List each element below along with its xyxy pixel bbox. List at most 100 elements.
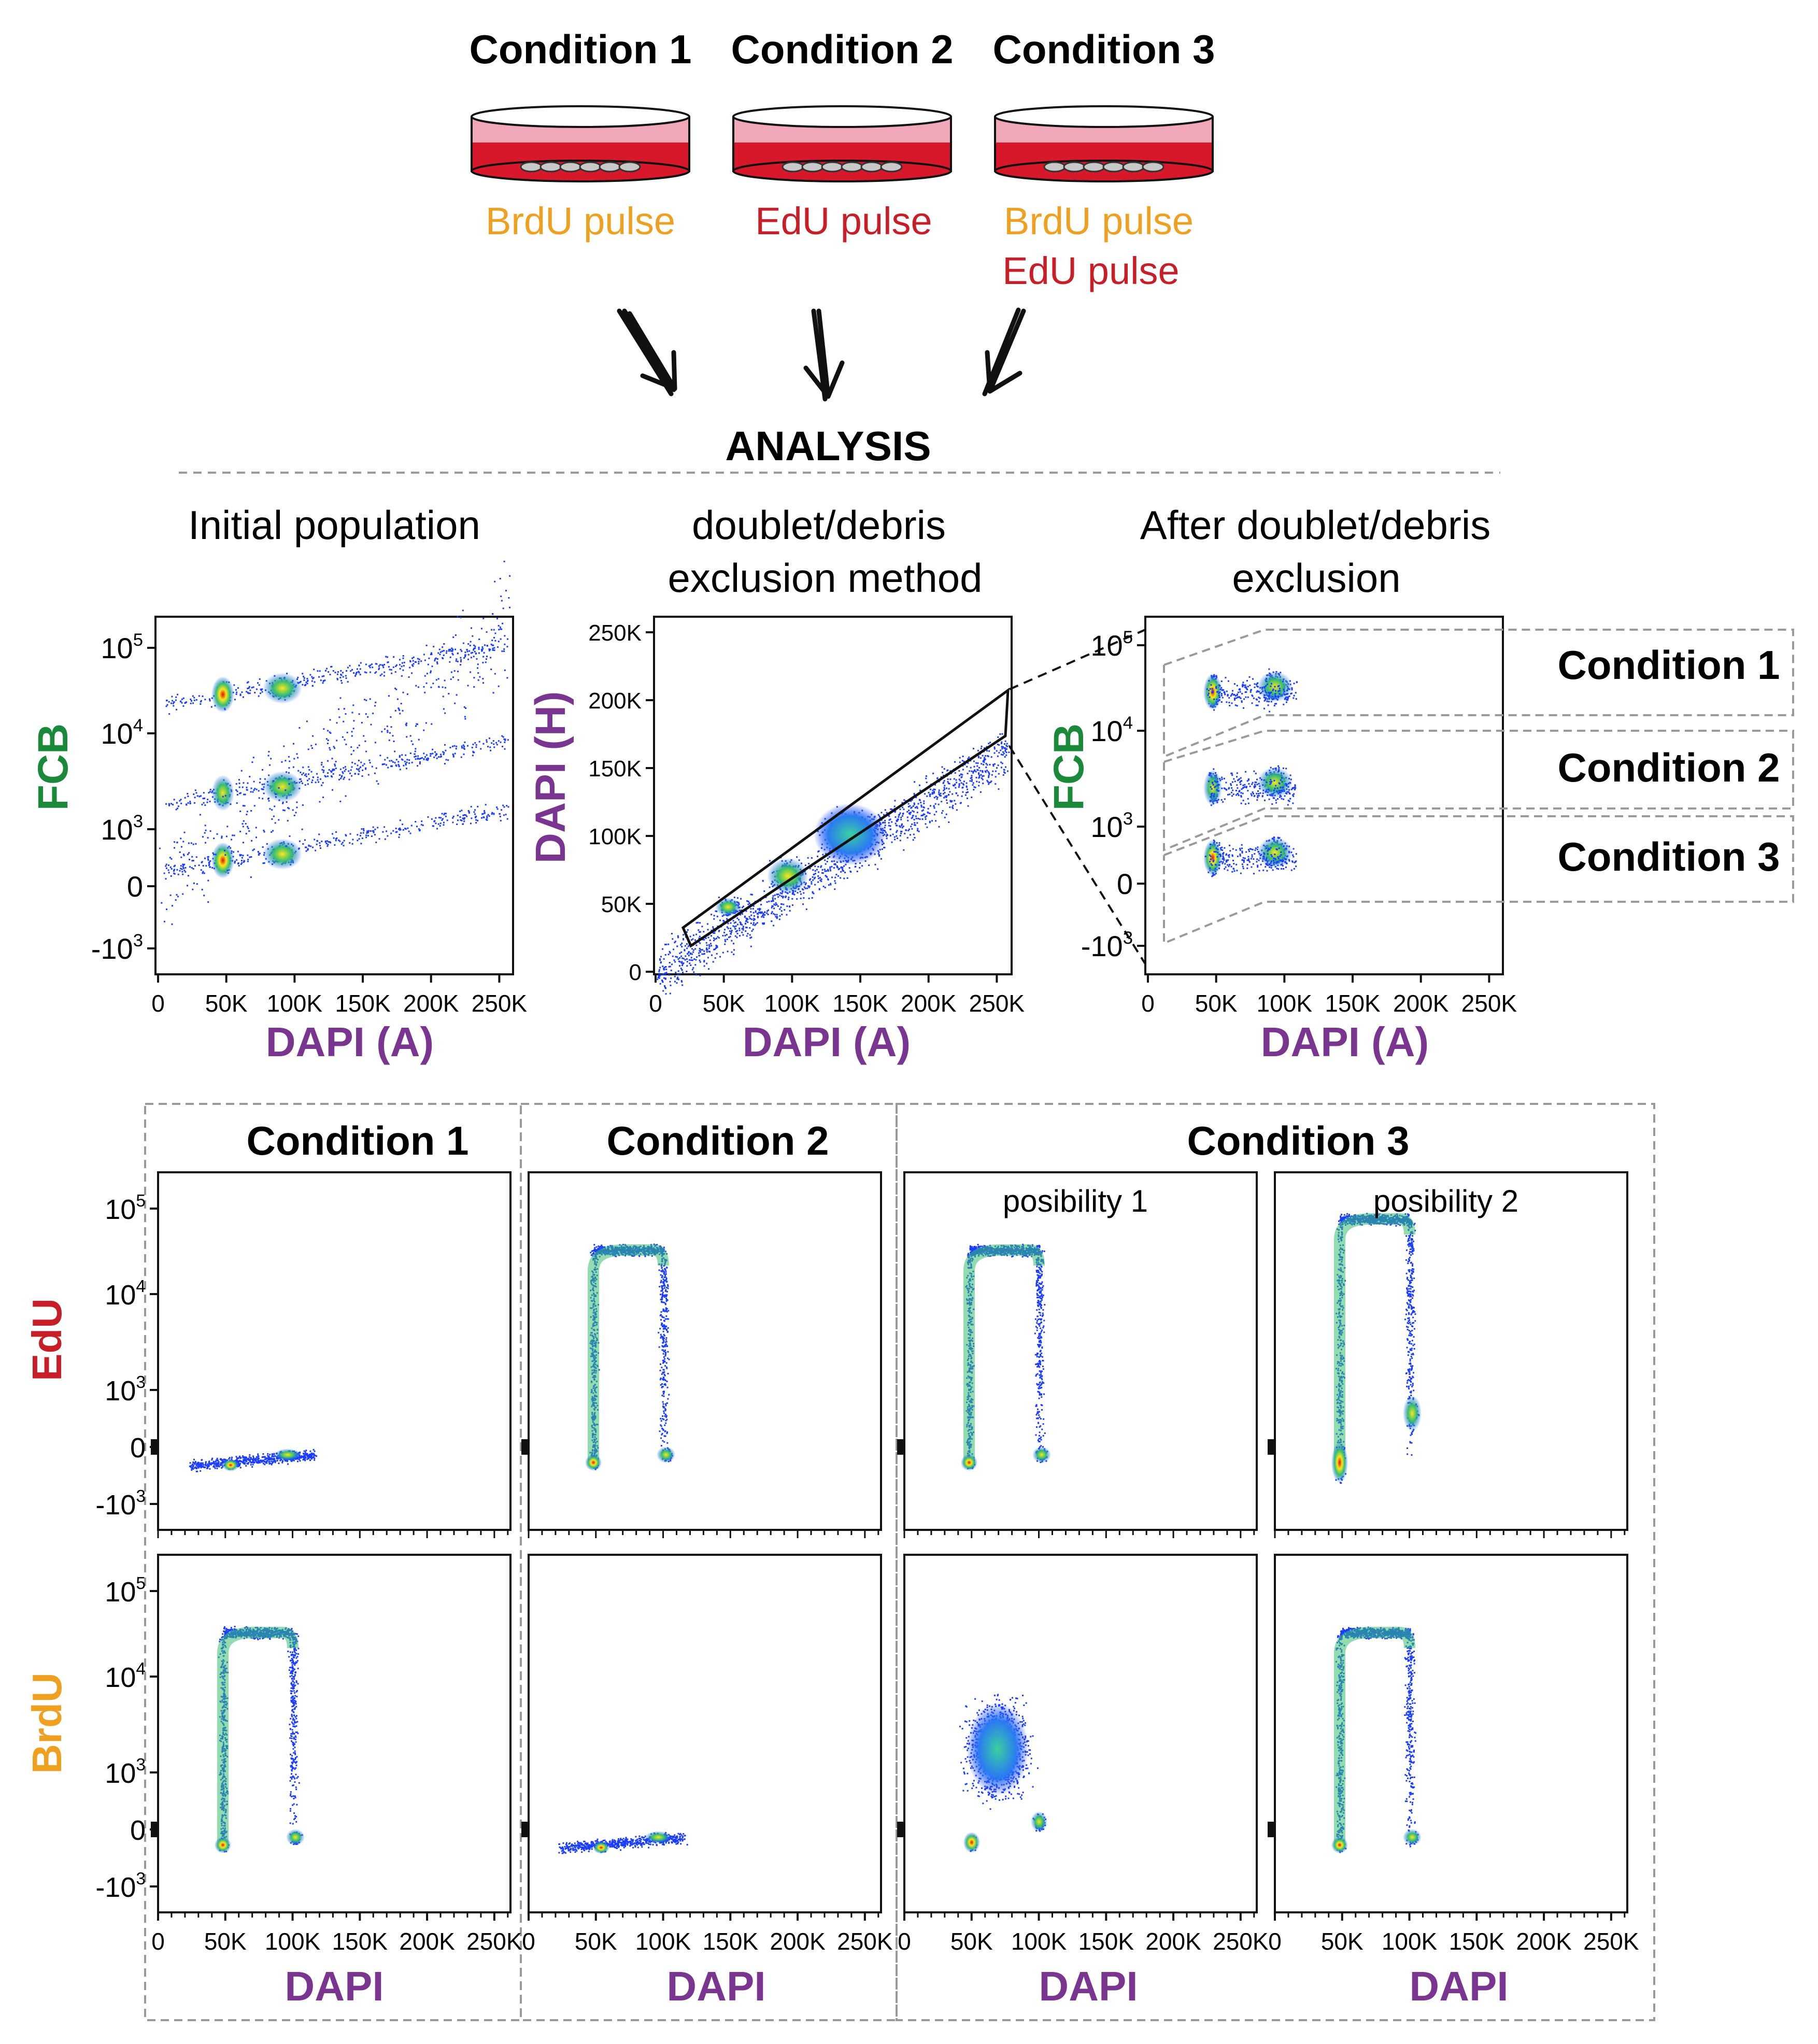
event-dot bbox=[334, 672, 336, 674]
event-dot bbox=[196, 795, 198, 797]
event-dot bbox=[813, 873, 815, 875]
event-dot bbox=[322, 797, 324, 798]
event-dot bbox=[250, 856, 252, 858]
event-dot bbox=[503, 814, 505, 816]
event-dot bbox=[669, 952, 671, 954]
event-dot bbox=[493, 629, 495, 631]
event-dot bbox=[437, 652, 439, 654]
event-dot bbox=[358, 713, 360, 715]
event-dot bbox=[824, 870, 826, 872]
event-dot bbox=[181, 698, 183, 700]
event-dot bbox=[501, 809, 503, 811]
event-dot bbox=[787, 898, 789, 900]
event-dot bbox=[485, 818, 487, 820]
event-dot bbox=[1002, 746, 1004, 748]
event-dot bbox=[246, 811, 248, 813]
event-dot bbox=[352, 728, 354, 730]
event-dot bbox=[381, 731, 383, 733]
event-dot bbox=[193, 882, 195, 884]
event-dot bbox=[730, 931, 732, 933]
event-dot bbox=[307, 779, 308, 782]
event-dot bbox=[486, 741, 488, 743]
panel2-title-line2: exclusion method bbox=[667, 555, 982, 601]
event-dot bbox=[906, 837, 908, 839]
event-dot bbox=[177, 805, 179, 807]
event-dot bbox=[388, 666, 390, 668]
event-dot bbox=[250, 787, 252, 789]
event-dot bbox=[817, 865, 819, 868]
event-dot bbox=[683, 939, 685, 941]
event-dot bbox=[198, 695, 200, 697]
event-dot bbox=[207, 879, 209, 882]
event-dot bbox=[191, 867, 193, 869]
event-dot bbox=[328, 841, 330, 843]
event-dot bbox=[300, 680, 302, 683]
event-dot bbox=[482, 816, 485, 818]
event-dot bbox=[457, 679, 459, 681]
event-dot bbox=[442, 657, 444, 659]
event-dot bbox=[489, 746, 491, 748]
event-dot bbox=[300, 778, 302, 780]
event-dot bbox=[250, 876, 252, 878]
event-dot bbox=[425, 754, 428, 756]
event-dot bbox=[821, 869, 823, 871]
event-dot bbox=[188, 842, 190, 844]
event-dot bbox=[330, 770, 332, 772]
event-dot bbox=[952, 807, 954, 810]
event-dot bbox=[360, 843, 362, 845]
event-dot bbox=[345, 713, 347, 715]
event-dot bbox=[262, 798, 264, 800]
event-dot bbox=[462, 642, 464, 644]
event-dot bbox=[240, 860, 243, 862]
event-dot bbox=[313, 776, 314, 778]
event-dot bbox=[412, 665, 414, 667]
event-dot bbox=[232, 834, 234, 836]
event-dot bbox=[304, 684, 306, 686]
event-dot bbox=[332, 773, 334, 775]
event-dot bbox=[238, 865, 240, 867]
event-dot bbox=[239, 854, 241, 856]
dish-1 bbox=[471, 105, 690, 182]
event-dot bbox=[933, 791, 935, 793]
event-dot bbox=[716, 911, 718, 913]
event-dot bbox=[912, 839, 914, 841]
event-dot bbox=[303, 679, 305, 681]
event-dot bbox=[785, 896, 787, 898]
event-dot bbox=[174, 869, 176, 871]
event-dot bbox=[915, 806, 916, 808]
event-dot bbox=[333, 769, 335, 771]
event-dot bbox=[995, 783, 997, 785]
event-dot bbox=[807, 885, 809, 887]
event-dot bbox=[726, 926, 728, 928]
event-dot bbox=[840, 877, 842, 879]
event-dot bbox=[993, 752, 996, 754]
event-dot bbox=[706, 949, 708, 951]
event-dot bbox=[233, 684, 235, 686]
event-dot bbox=[677, 978, 679, 981]
event-dot bbox=[959, 775, 961, 776]
event-dot bbox=[670, 977, 672, 980]
event-dot bbox=[947, 769, 949, 771]
event-dot bbox=[247, 860, 249, 862]
event-dot bbox=[250, 810, 252, 812]
event-dot bbox=[970, 777, 972, 779]
event-dot bbox=[665, 972, 667, 974]
event-dot bbox=[746, 900, 748, 902]
event-dot bbox=[350, 746, 352, 748]
event-dot bbox=[401, 758, 403, 760]
event-dot bbox=[907, 819, 909, 821]
density-band bbox=[657, 733, 1010, 995]
event-dot bbox=[1004, 772, 1006, 774]
event-dot bbox=[716, 946, 718, 948]
event-dot bbox=[899, 812, 901, 814]
event-dot bbox=[425, 722, 427, 724]
event-dot bbox=[822, 872, 824, 874]
event-dot bbox=[175, 808, 177, 811]
event-dot bbox=[460, 616, 462, 618]
event-dot bbox=[262, 862, 264, 864]
event-dot bbox=[708, 968, 709, 970]
event-dot bbox=[500, 628, 502, 630]
event-dot bbox=[378, 838, 380, 840]
event-dot bbox=[827, 870, 829, 872]
event-dot bbox=[493, 649, 495, 651]
